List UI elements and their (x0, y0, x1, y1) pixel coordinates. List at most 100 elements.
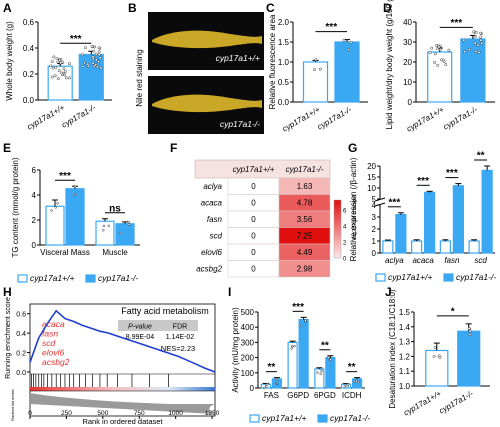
panel-j-y-tick-label: 1.4 (399, 323, 411, 332)
panel-j-point (468, 333, 472, 336)
panel-a-category-label: cyp17a1-/- (60, 103, 98, 130)
heatmap-cell-value: 4.78 (297, 199, 313, 208)
panel-d-point (479, 38, 483, 42)
panel-d-point (467, 48, 471, 51)
panel-a-point (60, 71, 64, 75)
heatmap-cell-value: 7.25 (297, 232, 313, 241)
panel-e-legend-label-ko: cyp17a1-/- (98, 273, 138, 283)
panel-j-bar (425, 349, 449, 387)
nile-red-label: Nile red staining (135, 49, 144, 106)
fish-label-ko: cyp17a1-/- (220, 119, 260, 129)
panel-d-point (444, 63, 448, 66)
panel-i-point (346, 383, 350, 386)
panel-a-point (50, 75, 54, 79)
panel-e-category-label: Visceral Mass (40, 248, 90, 257)
gsea-stats-header-bg (118, 320, 198, 331)
panel-e-point (74, 184, 77, 188)
gsea-ranked-metric-label: Ranked list metric (10, 389, 15, 421)
heatmap-colorbar-tick: 6 (343, 209, 347, 215)
panel-i-y-tick-label: 200 (241, 354, 255, 363)
panel-a-point (50, 60, 54, 63)
panel-letter-d: D (383, 1, 392, 15)
gsea-gene-label: elovl6 (42, 348, 64, 358)
panel-e-significance: *** (59, 171, 71, 182)
panel-d-point (477, 50, 481, 54)
gsea-ranked-metric-area (30, 393, 215, 414)
panel-g-y-tick-label: 5 (372, 195, 377, 204)
heatmap-cell-value: 0 (251, 232, 256, 241)
panel-a-point (63, 70, 67, 74)
panel-i-point (265, 383, 269, 386)
panel-e-point (102, 229, 105, 232)
panel-i-point (304, 319, 307, 322)
panel-letter-a: A (3, 1, 12, 15)
heatmap-row-label: fasn (207, 215, 223, 224)
panel-g-bar (382, 240, 394, 254)
panel-g-bar (411, 240, 423, 254)
panel-a-point (53, 74, 57, 78)
heatmap-row-label: scd (210, 232, 223, 241)
panel-i-point (319, 372, 323, 375)
gsea-stats-value: 8.99E-04 (126, 334, 155, 341)
panel-f-heatmap: cyp17a1+/+ cyp17a1-/- aclya 0 1.63 acaca 0 4.78… (194, 159, 358, 278)
panel-i-point (320, 369, 323, 372)
panel-j-y-tick-label: 1.1 (399, 367, 411, 376)
panel-g-y-tick-label: 10 (367, 184, 376, 193)
panel-a-point (86, 62, 90, 66)
panel-e-legend-swatch-ko (85, 274, 96, 283)
panel-i-point (275, 377, 279, 381)
panel-d-point (462, 38, 466, 42)
panel-e-point (127, 220, 131, 224)
panel-g-y-tick-label: 3 (372, 213, 377, 222)
panel-a-point (68, 76, 71, 80)
panel-a-chart: 0.0 0.2 0.4 0.6 Whole body weight (g) cyp17a1… (5, 18, 112, 132)
panel-letter-g: G (348, 141, 357, 155)
panel-g-category-label: acaca (412, 256, 434, 265)
panel-d-y-tick-label: 30 (403, 38, 412, 47)
panel-a-point (49, 64, 53, 68)
panel-i-point (290, 347, 293, 350)
heatmap-cell-value: 0 (251, 199, 256, 208)
panel-i-point (327, 356, 330, 359)
panel-i-point (316, 371, 319, 374)
gsea-x-tick-label: 1250 (205, 410, 220, 417)
panel-a-point (90, 44, 94, 48)
panel-d-point (436, 63, 440, 67)
panel-e-bar (65, 188, 85, 246)
panel-c-point (349, 40, 353, 44)
heatmap-cell-value: 2.98 (297, 265, 313, 274)
panel-c-category-label: cyp17a1+/+ (281, 105, 322, 134)
gsea-x-label: Rank in ordered dataset (82, 417, 163, 426)
heatmap-cell-value: 0 (251, 215, 256, 224)
panel-g-legend-swatch-wt (375, 273, 386, 282)
panel-d-point (433, 52, 437, 56)
gsea-y-label: Running enrichment score (5, 297, 12, 379)
heatmap-colorbar-tick: 4 (343, 225, 347, 231)
panel-a-point (64, 76, 68, 80)
panel-a-point (94, 52, 98, 56)
panel-a-point (97, 46, 101, 50)
panel-i-point (299, 324, 303, 328)
panel-c-y-tick-label: 1.5 (278, 38, 290, 47)
panel-i-significance: ** (267, 362, 275, 373)
panel-i-y-label: Activity (mU/mg protein) (231, 307, 240, 393)
panel-d-point (463, 50, 466, 54)
panel-e-point (107, 224, 110, 228)
panel-c-y-tick-label: 2.0 (278, 18, 290, 27)
heatmap-row-label: elovl6 (201, 248, 222, 257)
panel-i-point (265, 385, 268, 388)
panel-c-point (313, 68, 316, 72)
panel-a-point (97, 53, 101, 57)
panel-a-y-tick-label: 0.2 (23, 70, 35, 79)
panel-d-y-tick-label: 40 (403, 18, 412, 27)
heatmap-row-label: acaca (201, 199, 223, 208)
panel-d-chart: 0 10 20 30 40 Lipid weight/dry body weight (g… (385, 0, 495, 134)
panel-c-y-tick-label: 1.0 (278, 58, 290, 67)
panel-letter-e: E (3, 141, 11, 155)
heatmap-column-label: cyp17a1+/+ (233, 165, 275, 174)
panel-c-point (347, 48, 350, 52)
panel-d-significance: *** (450, 18, 462, 29)
panel-c-y-label: Relative fluorescence area (268, 14, 277, 109)
